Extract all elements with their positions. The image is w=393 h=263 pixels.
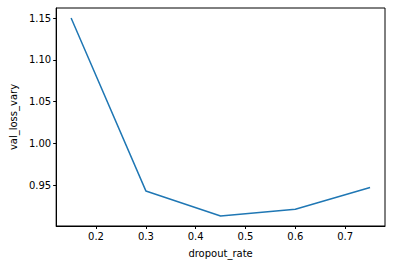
svg-text:0.5: 0.5 [238,231,254,242]
svg-text:0.7: 0.7 [337,231,353,242]
svg-text:0.2: 0.2 [88,231,104,242]
svg-text:0.4: 0.4 [188,231,204,242]
svg-text:0.95: 0.95 [29,180,51,191]
svg-text:0.6: 0.6 [287,231,303,242]
svg-text:1.10: 1.10 [29,54,51,65]
svg-text:dropout_rate: dropout_rate [188,248,252,260]
svg-text:1.00: 1.00 [29,138,51,149]
svg-text:val_loss_vary: val_loss_vary [8,84,20,150]
svg-text:0.3: 0.3 [138,231,154,242]
svg-text:1.15: 1.15 [29,13,51,24]
svg-text:1.05: 1.05 [29,96,51,107]
